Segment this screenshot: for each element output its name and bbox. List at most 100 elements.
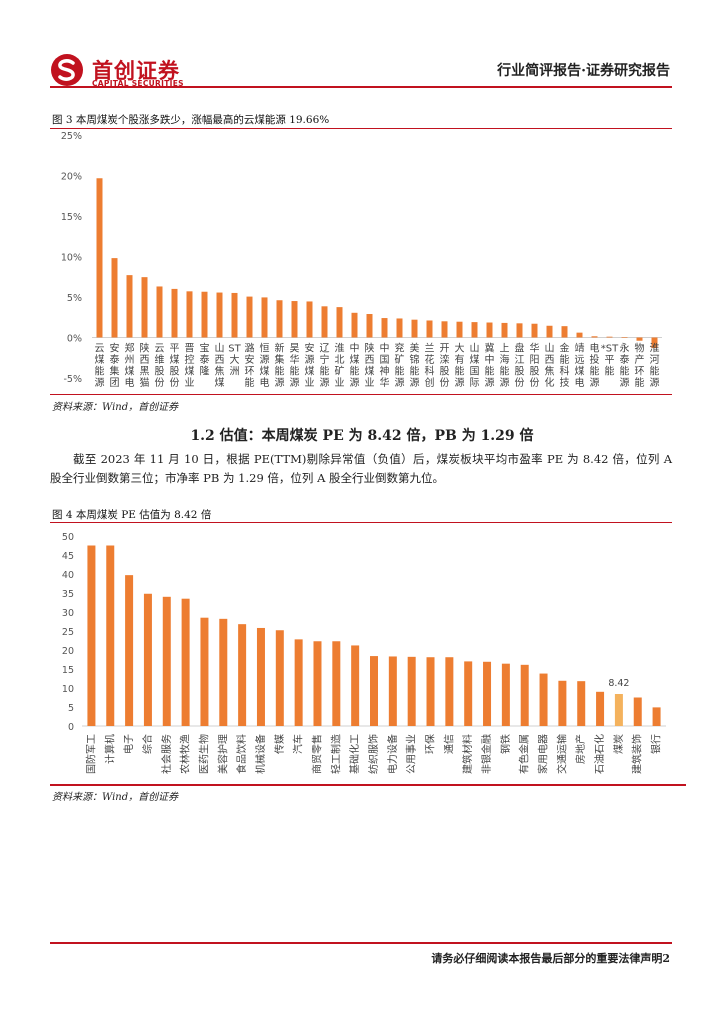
y-tick-label: 25 xyxy=(62,627,74,638)
bar xyxy=(201,291,208,338)
x-tick-label: 云煤能源 xyxy=(95,344,105,390)
bar xyxy=(388,656,397,726)
bar xyxy=(614,694,623,726)
x-tick-label: 郑州煤电 xyxy=(125,342,135,390)
x-tick-label: 辽宁能源 xyxy=(320,343,330,390)
x-tick-label: 中国神华 xyxy=(380,342,390,390)
bar xyxy=(486,322,493,338)
x-tick-label: 食品饮料 xyxy=(235,734,248,774)
bar xyxy=(336,307,343,338)
bar xyxy=(577,681,586,726)
x-tick-label: 综合 xyxy=(141,734,154,754)
bar xyxy=(531,323,538,338)
x-tick-label: 物产环能 xyxy=(635,342,645,390)
footer-disclaimer: 请务必仔细阅读本报告最后部分的重要法律声明2 xyxy=(431,952,670,965)
bar xyxy=(219,618,228,726)
bar xyxy=(501,322,508,338)
x-tick-label: 美容护理 xyxy=(216,734,229,774)
figure3-top-rule xyxy=(50,128,672,129)
x-tick-label: 宝泰隆 xyxy=(200,342,210,378)
data-label: 8.42 xyxy=(608,678,629,689)
x-tick-label: 安源煤业 xyxy=(305,342,315,390)
x-tick-label: 基础化工 xyxy=(348,734,361,774)
bar xyxy=(596,691,605,726)
x-tick-label: 靖远煤电 xyxy=(575,342,585,390)
bar xyxy=(652,707,661,726)
x-tick-label: 钢铁 xyxy=(499,734,512,754)
bar xyxy=(621,337,628,338)
bar xyxy=(261,297,268,338)
bar xyxy=(426,657,435,726)
section-title: 1.2 估值：本周煤炭 PE 为 8.42 倍，PB 为 1.29 倍 xyxy=(190,428,534,444)
bar xyxy=(231,292,238,338)
x-tick-label: 兖矿能源 xyxy=(395,342,405,390)
bar xyxy=(606,336,613,338)
y-tick-label: 10 xyxy=(62,684,74,695)
x-tick-label: 有色金属 xyxy=(518,734,531,774)
bar xyxy=(396,318,403,338)
x-tick-label: 非银金融 xyxy=(480,734,493,774)
x-tick-label: 盘江股份 xyxy=(515,342,525,390)
x-tick-label: 平煤股份 xyxy=(170,344,180,390)
x-tick-label: 国防军工 xyxy=(84,734,97,774)
x-tick-label: 银行 xyxy=(650,734,663,754)
bar xyxy=(181,598,190,726)
x-tick-label: 华阳股份 xyxy=(530,342,540,390)
x-tick-label: 潞安环能 xyxy=(245,342,255,390)
x-tick-label: 山西焦煤 xyxy=(215,343,225,390)
y-tick-label: 0 xyxy=(68,722,74,733)
y-tick-label: 20% xyxy=(61,172,82,183)
bar xyxy=(501,663,510,726)
y-tick-label: 10% xyxy=(61,253,82,264)
bar xyxy=(366,314,373,338)
bar xyxy=(576,332,583,338)
figure3-caption: 图 3 本周煤炭个股涨多跌少，涨幅最高的云煤能源 19.66% xyxy=(52,114,330,126)
figure4-caption: 图 4 本周煤炭 PE 估值为 8.42 倍 xyxy=(52,509,212,521)
y-tick-label: 50 xyxy=(62,532,74,543)
bar xyxy=(411,319,418,338)
header-divider xyxy=(50,86,672,88)
x-tick-label: 环保 xyxy=(424,734,437,754)
bar xyxy=(156,286,163,338)
x-tick-label: 永泰能源 xyxy=(620,342,630,390)
figure4-top-rule xyxy=(50,522,672,523)
bar xyxy=(126,275,133,338)
x-tick-label: 晋控煤业 xyxy=(185,343,195,390)
bar xyxy=(381,318,388,338)
bar xyxy=(186,291,193,338)
x-tick-label: 金能科技 xyxy=(560,342,570,390)
bar xyxy=(426,320,433,338)
bar xyxy=(370,656,378,726)
x-tick-label: 山煤国际 xyxy=(470,343,480,390)
logo-text-en: CAPITAL SECURITIES xyxy=(92,79,184,88)
bar xyxy=(520,664,529,726)
bar xyxy=(561,326,568,338)
x-tick-label: 中煤能源 xyxy=(350,342,360,390)
y-tick-label: 5% xyxy=(67,293,82,304)
section-body: 截至 2023 年 11 月 10 日，根据 PE(TTM)剔除异常值（负值）后… xyxy=(50,452,672,485)
bar xyxy=(483,661,492,726)
x-tick-label: 社会服务 xyxy=(160,734,173,774)
bar xyxy=(106,545,115,726)
x-tick-label: 煤炭 xyxy=(612,734,625,754)
bar xyxy=(216,292,223,338)
bar xyxy=(238,624,247,726)
bar xyxy=(96,178,103,338)
bar xyxy=(276,300,283,338)
bar xyxy=(651,337,658,349)
y-tick-label: 35 xyxy=(62,589,74,600)
y-tick-label: 15% xyxy=(61,212,82,223)
bar xyxy=(256,627,265,726)
bar xyxy=(200,617,209,726)
bar xyxy=(546,325,553,338)
logo-text-cn: 首创证券 xyxy=(92,59,180,83)
x-tick-label: 大有能源 xyxy=(455,342,465,390)
bar xyxy=(306,301,313,338)
bar xyxy=(633,697,642,726)
y-tick-label: -5% xyxy=(64,374,83,385)
bar xyxy=(456,321,463,338)
x-tick-label: 兰花科创 xyxy=(425,342,435,390)
x-tick-label: ST 大洲 xyxy=(228,344,241,378)
x-tick-label: 商贸零售 xyxy=(310,734,323,774)
x-tick-label: 传媒 xyxy=(274,734,286,754)
